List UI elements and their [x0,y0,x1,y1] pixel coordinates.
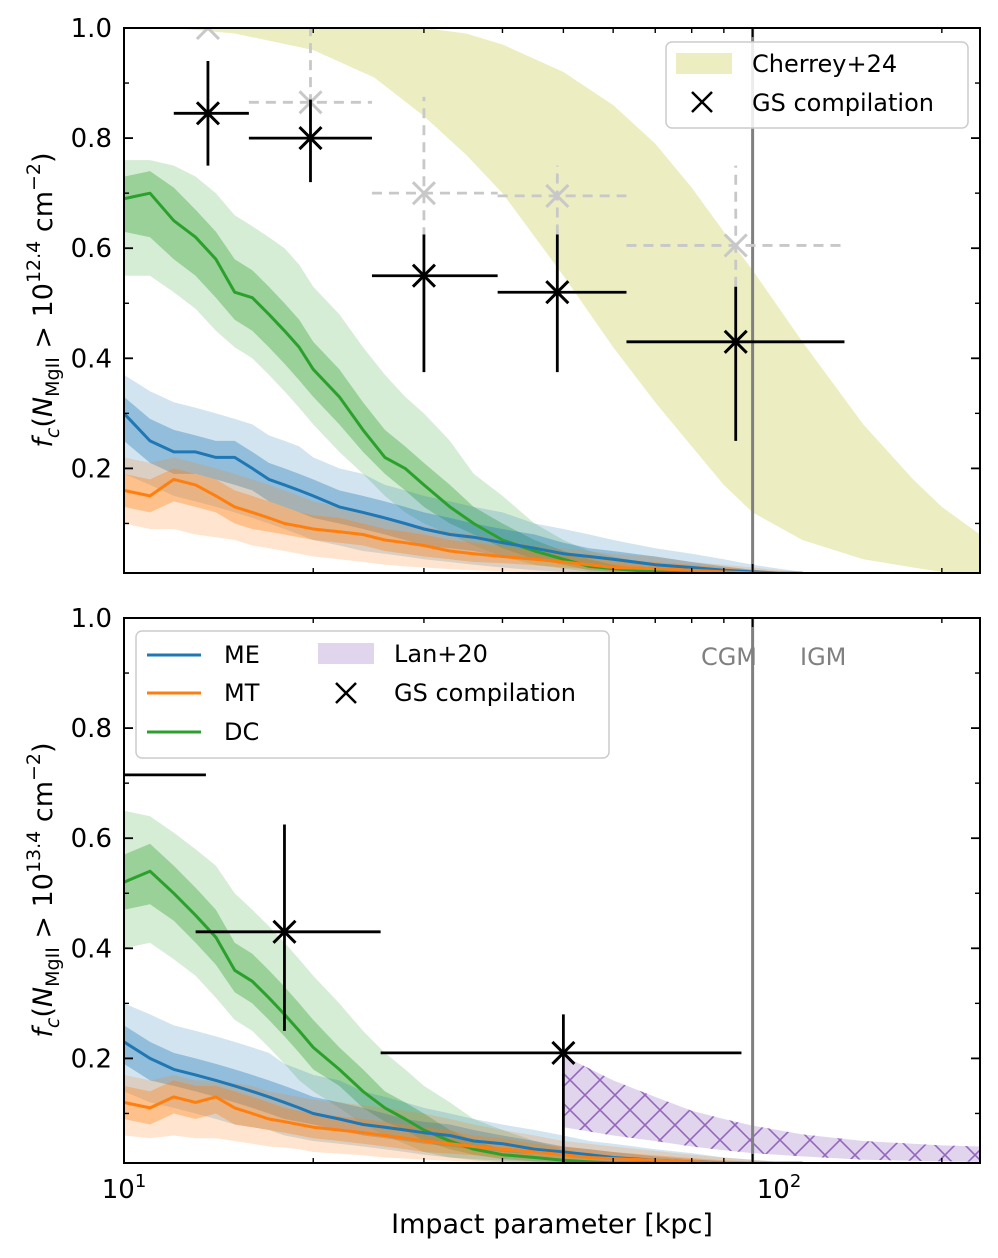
legend-label-me: ME [224,641,260,669]
reference-band-cherrey-24 [124,28,980,573]
gs-point-0-marker [195,101,221,126]
bottom-y-axis-title: fc(NMgII > 1013.4 cm−2) [23,742,64,1037]
gs-point-3 [497,234,627,373]
gs-point-4 [626,286,845,441]
bottom-legend: ME MT DC Lan+20 GS compilation [135,630,610,759]
gs-gray-point-0-marker [195,28,221,41]
top-plot-frame [123,27,981,574]
band-outer-me [124,374,803,573]
gs-point-3-marker [545,280,570,305]
band-inner-dc [124,171,803,573]
gs-gray-point-2 [371,96,498,238]
bottom-legend-box [135,630,610,759]
legend-label-gs: GS compilation [752,89,934,117]
band-inner-me [124,396,803,573]
legend-swatch-lan [318,643,374,664]
bottom-ytick-label: 0.4 [71,934,112,964]
top-y-axis-title: fc(NMgII > 1012.4 cm−2) [23,152,64,447]
gs-gray-point-4-marker [723,233,748,258]
legend-swatch-cherrey [676,53,732,74]
legend-label-dc: DC [224,718,259,746]
top-legend: Cherrey+24 GS compilation [665,41,969,129]
series-line-dc [124,869,803,1163]
top-plot-layer [124,28,980,573]
bottom-ytick-label: 0.8 [71,714,112,744]
top-ytick-label: 0.4 [71,344,112,374]
igm-label: IGM [800,643,846,671]
bottom-ytick-label: 0.6 [71,824,112,854]
legend-x-marker-icon [335,682,357,704]
bottom-panel: 0.2 0.4 0.6 0.8 1.0 CGM IGM fc(NMgII > 1013.… [23,604,981,1240]
cgm-label: CGM [701,643,757,671]
top-legend-box [665,41,969,129]
top-panel: 0.20.40.60.81.0 fc(NMgII > 1012.4 cm−2) … [23,14,981,574]
x-tick-label-10: 101 [102,1171,147,1205]
bottom-plot-layer [124,618,980,1163]
gs-gray-point-3 [497,165,627,235]
bottom-ytick-label: 1.0 [71,604,112,634]
gs-point-1-marker [298,126,323,151]
gs-gray-point-3-marker [545,183,570,208]
reference-band-hatch [563,1055,980,1162]
bottom-ytick-label: 0.2 [71,1044,112,1074]
legend-label-lan: Lan+20 [394,640,488,668]
gs-gray-point-4 [626,165,845,287]
gs-point-0 [173,61,249,166]
gs-gray-point-2-marker [411,181,436,206]
legend-x-marker-icon [691,91,713,113]
series-line-mt [124,477,803,573]
band-outer-mt [124,1074,803,1163]
gs-point-0-marker [272,919,297,944]
gs-point-1-marker [551,1040,576,1065]
band-outer-dc [124,160,803,573]
x-axis-title: Impact parameter [kpc] [391,1209,713,1240]
band-outer-mt [124,457,803,573]
series-line-me [124,412,803,573]
gs-point-1 [248,99,372,183]
top-axes: 0.2 0.4 0.6 0.8 1.0 [71,14,980,573]
top-ytick-label: 0.6 [71,234,112,264]
band-inner-dc [124,843,803,1163]
gs-point-2 [371,234,498,373]
bottom-plot-frame [123,617,981,1164]
series-line-mt [124,1095,803,1163]
gs-point-1 [380,1014,742,1163]
gs-point-4-marker [723,329,748,354]
top-ytick-label: 0.2 [71,454,112,484]
legend-label-gs-bottom: GS compilation [394,679,576,707]
x-tick-label-100: 102 [757,1171,802,1205]
gs-point-0 [195,824,381,1031]
gs-gray-point-0 [195,28,221,41]
legend-label-cherrey: Cherrey+24 [752,50,897,78]
top-ytick-label: 1.0 [71,14,112,44]
gs-point-2-marker [411,263,436,288]
legend-label-mt: MT [224,679,260,707]
top-ytick-label: 0.8 [71,124,112,154]
